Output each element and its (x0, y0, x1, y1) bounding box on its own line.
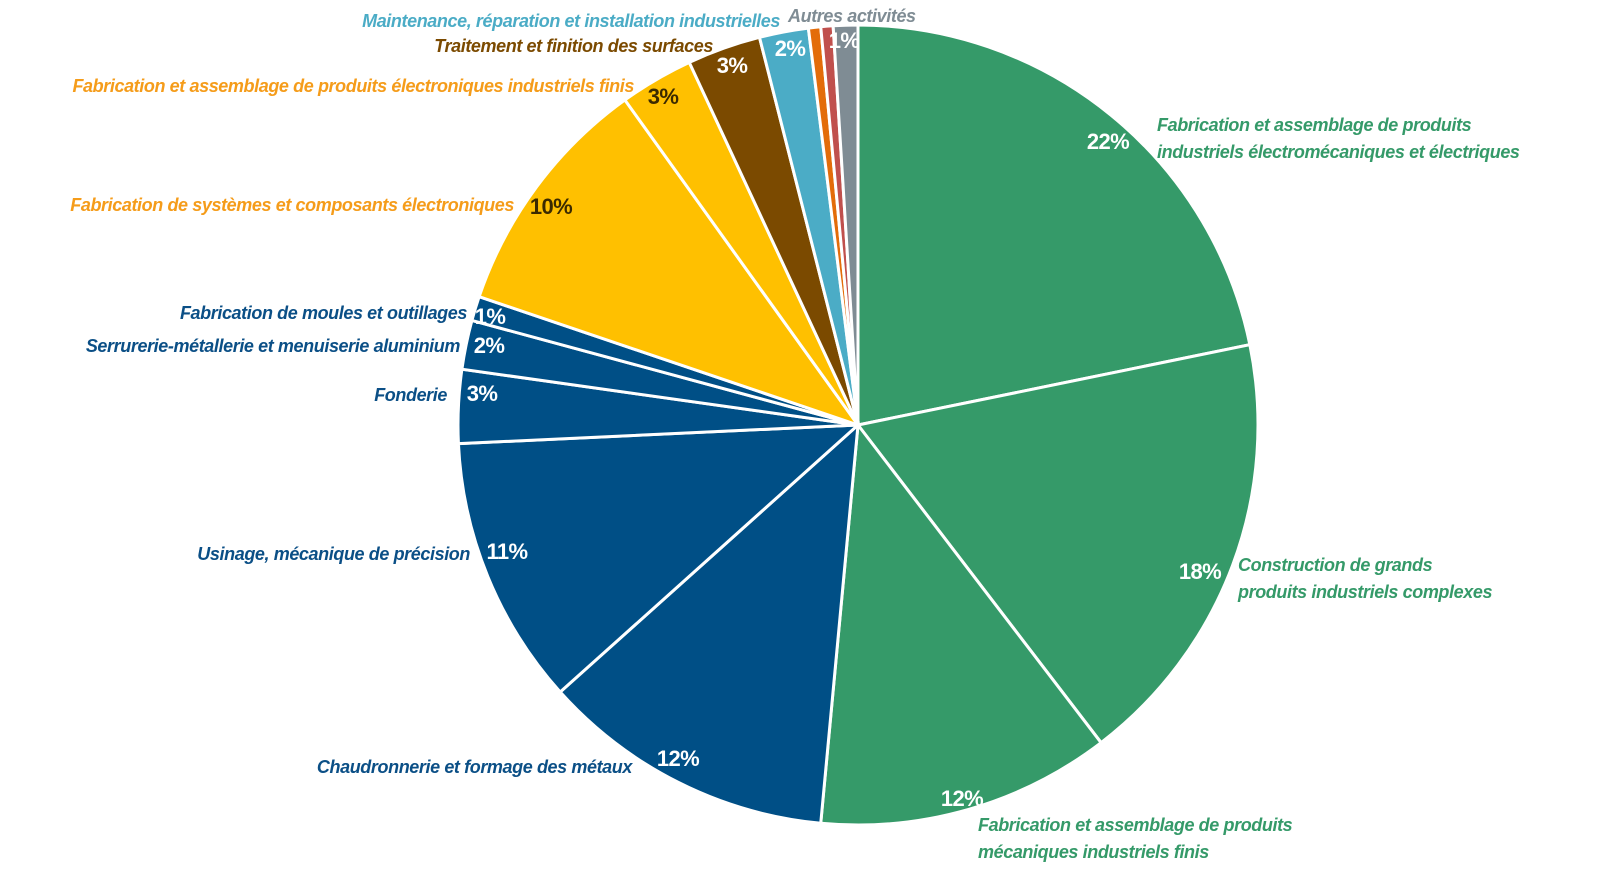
value-label: 11% (486, 539, 527, 564)
value-label: 3% (648, 84, 679, 109)
value-label: 2% (474, 333, 505, 358)
value-label: 1% (475, 304, 506, 329)
slice-label: Fonderie (374, 385, 447, 405)
slice-label: industriels électromécaniques et électri… (1157, 142, 1520, 162)
slice-label: Autres activités (787, 6, 916, 26)
slice-label: produits industriels complexes (1237, 582, 1492, 602)
slice-label: Serrurerie-métallerie et menuiserie alum… (86, 336, 461, 356)
value-label: 1% (829, 28, 860, 53)
slice-label: Fabrication et assemblage de produits (978, 815, 1293, 835)
value-label: 3% (467, 381, 498, 406)
value-label: 18% (1179, 559, 1221, 584)
slice-label: Construction de grands (1238, 555, 1433, 575)
slice-label: Usinage, mécanique de précision (197, 544, 470, 564)
slice-label: Fabrication et assemblage de produits (1157, 115, 1472, 135)
pie-slice (477, 97, 862, 428)
slice-label: mécaniques industriels finis (978, 842, 1209, 862)
pie-slice (456, 423, 863, 695)
pie-slice (558, 421, 860, 825)
value-label: 2% (775, 36, 806, 61)
slice-label: Fabrication de moules et outillages (180, 303, 467, 323)
slice-label: Traitement et finition des surfaces (434, 36, 713, 56)
slice-label: Fabrication et assemblage de produits él… (72, 76, 634, 96)
value-label: 3% (717, 53, 748, 78)
value-label: 10% (530, 194, 572, 219)
slice-label: Maintenance, réparation et installation … (362, 11, 780, 31)
pie-slice (856, 23, 1252, 427)
value-label: 12% (657, 746, 699, 771)
pie-slice (831, 23, 860, 426)
pie-slice (855, 342, 1260, 745)
value-label: 22% (1087, 129, 1129, 154)
pie-slice (819, 421, 1104, 827)
slice-label: Chaudronnerie et formage des métaux (317, 757, 633, 777)
slice-label: Fabrication de systèmes et composants él… (70, 195, 514, 215)
value-label: 12% (941, 786, 983, 811)
